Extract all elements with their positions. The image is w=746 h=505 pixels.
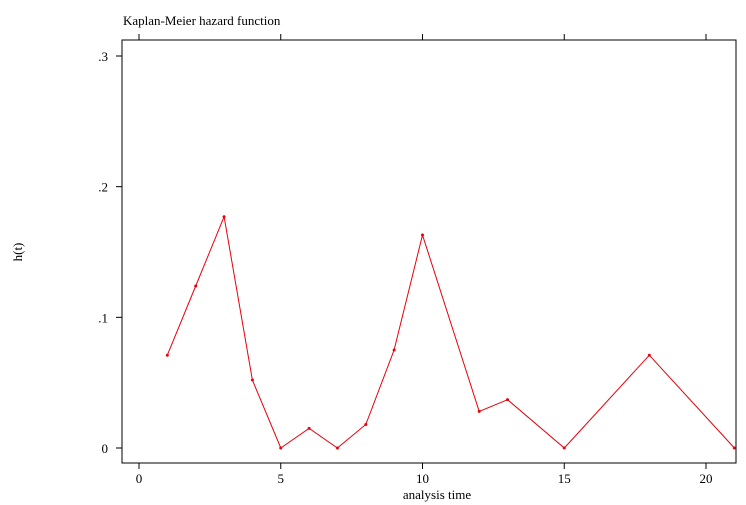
data-point (279, 446, 283, 450)
data-point (392, 348, 396, 352)
data-point (194, 284, 198, 288)
y-tick-label: .2 (98, 180, 108, 195)
y-axis-label: h(t) (10, 243, 25, 262)
data-point (222, 215, 226, 219)
x-tick-label: 0 (136, 471, 143, 486)
x-tick-label: 10 (416, 471, 429, 486)
y-axis: 0 .1 .2 .3 (98, 49, 122, 456)
data-point (647, 353, 651, 357)
series-points (165, 215, 736, 450)
data-point (562, 446, 566, 450)
data-point (307, 426, 311, 430)
x-tick-label: 5 (278, 471, 285, 486)
y-tick-label: 0 (102, 441, 109, 456)
x-axis-label: analysis time (403, 487, 471, 502)
series-line (166, 214, 735, 449)
y-tick-label: .1 (98, 310, 108, 325)
data-point (250, 378, 254, 382)
x-tick-label: 15 (558, 471, 571, 486)
data-point (477, 409, 481, 413)
chart-title: Kaplan-Meier hazard function (123, 13, 281, 28)
data-point (335, 446, 339, 450)
data-point (364, 422, 368, 426)
x-tick-label: 20 (700, 471, 713, 486)
data-point (506, 398, 510, 402)
y-tick-label: .3 (98, 49, 108, 64)
data-point (165, 353, 169, 357)
plot-area (121, 39, 737, 464)
data-point (732, 446, 736, 450)
x-axis: 0 5 10 15 20 (136, 34, 713, 486)
data-point (421, 233, 424, 237)
